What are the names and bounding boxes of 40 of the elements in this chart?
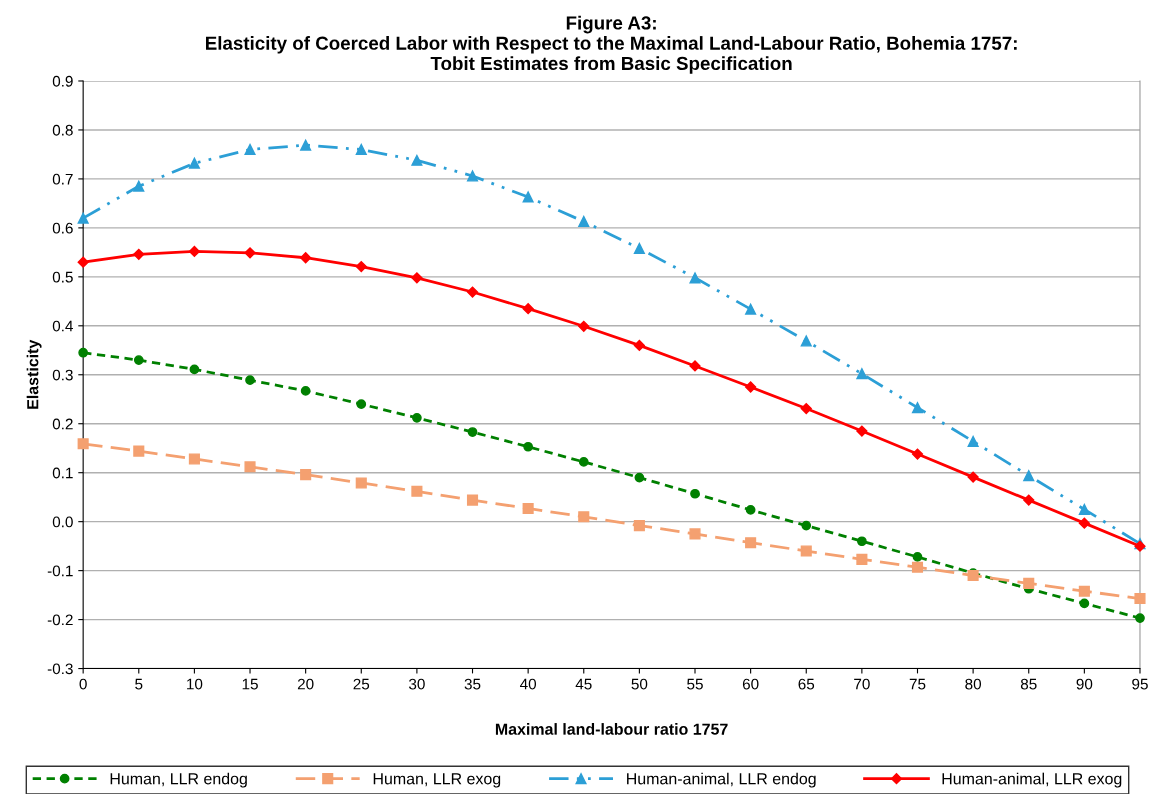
y-tick-label: 0.4 [52,320,73,332]
y-tick-label: 0.7 [52,173,73,185]
x-tick-label: 60 [742,678,759,690]
y-tick-label: -0.2 [47,614,73,626]
y-tick-label: -0.3 [47,663,73,675]
x-tick-label: 80 [965,678,982,690]
x-tick-label: 85 [1020,678,1037,690]
y-tick-label: -0.1 [47,565,73,577]
y-tick-label: 0.8 [52,124,73,136]
x-tick-label: 55 [687,678,703,690]
x-tick-label: 15 [242,678,258,690]
x-tick-label: 50 [631,678,648,690]
y-tick-label: 0.1 [52,467,73,479]
y-tick-label: 0.6 [52,222,73,234]
x-tick-label: 90 [1076,678,1093,690]
x-tick-label: 35 [464,678,481,690]
chart-title: Figure A3: Elasticity of Coerced Labor with Respect to the Maximal Land-Labour Ratio, Bohemia 1757: Tobit Estimates from Basic Specification [206,15,1017,74]
x-tick-label: 40 [519,678,537,690]
x-tick-label: 20 [297,678,314,690]
x-tick-label: 70 [854,678,870,690]
legend-label: Human-animal, LLR endog [627,772,816,788]
x-tick-label: 75 [909,678,926,690]
x-tick-label: 95 [1132,678,1148,690]
y-tick-label: 0.0 [52,516,73,528]
x-tick-label: 25 [353,678,370,690]
x-axis-title: Maximal land-labour ratio 1757 [495,723,728,735]
y-tick-label: 0.5 [52,271,73,283]
x-tick-label: 0 [79,678,87,690]
x-tick-label: 10 [187,678,203,690]
y-axis-title: Elasticity [26,339,42,409]
y-tick-label: 0.9 [52,75,73,87]
y-tick-label: 0.2 [52,418,73,430]
legend-label: Human, LLR exog [373,773,501,788]
x-tick-label: 45 [575,678,592,690]
x-tick-label: 65 [798,678,815,690]
legend-label: Human, LLR endog [110,772,247,788]
x-tick-label: 5 [135,678,143,690]
y-tick-label: 0.3 [52,369,73,381]
x-tick-label: 30 [408,678,425,690]
legend-label: Human-animal, LLR exog [942,772,1122,788]
